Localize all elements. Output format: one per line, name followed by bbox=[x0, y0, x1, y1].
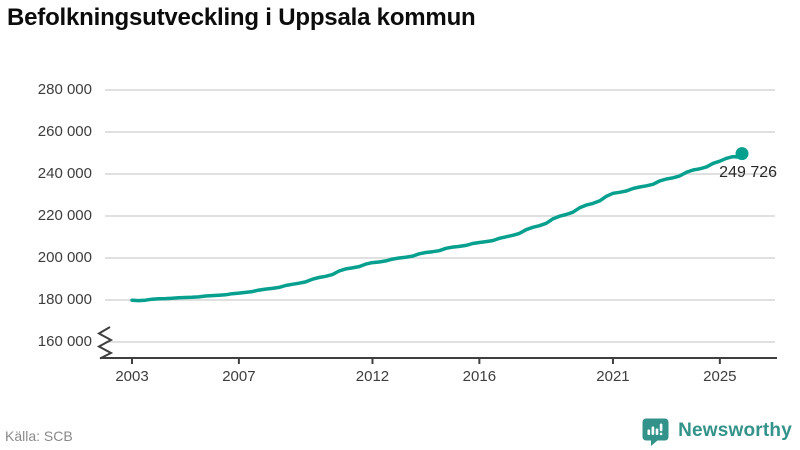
x-tick-label: 2025 bbox=[703, 368, 737, 385]
x-axis bbox=[100, 357, 777, 364]
axis-break-icon bbox=[96, 326, 114, 360]
y-tick-label: 220 000 bbox=[37, 207, 92, 224]
latest-value-dot bbox=[735, 147, 749, 161]
newsworthy-brand[interactable]: Newsworthy bbox=[640, 415, 792, 447]
population-line-series bbox=[130, 151, 744, 303]
x-tick-label: 2021 bbox=[596, 368, 630, 385]
y-tick-label: 200 000 bbox=[37, 249, 92, 266]
newsworthy-logo-icon bbox=[642, 418, 669, 446]
y-tick-label: 240 000 bbox=[37, 165, 92, 182]
y-tick-label: 180 000 bbox=[37, 291, 92, 308]
y-tick-label: 160 000 bbox=[37, 333, 92, 350]
y-tick-label: 280 000 bbox=[37, 81, 92, 98]
gridlines bbox=[105, 89, 775, 343]
chart-title: Befolkningsutveckling i Uppsala kommun bbox=[7, 4, 476, 31]
x-tick-label: 2003 bbox=[115, 368, 149, 385]
x-tick-label: 2012 bbox=[355, 368, 390, 385]
source-label: Källa: SCB bbox=[5, 428, 73, 444]
end-value-label: 249 726 bbox=[719, 163, 778, 181]
y-tick-label: 260 000 bbox=[37, 123, 92, 140]
brand-name: Newsworthy bbox=[678, 420, 792, 441]
x-tick-label: 2007 bbox=[222, 368, 256, 385]
x-tick-label: 2016 bbox=[462, 368, 497, 385]
